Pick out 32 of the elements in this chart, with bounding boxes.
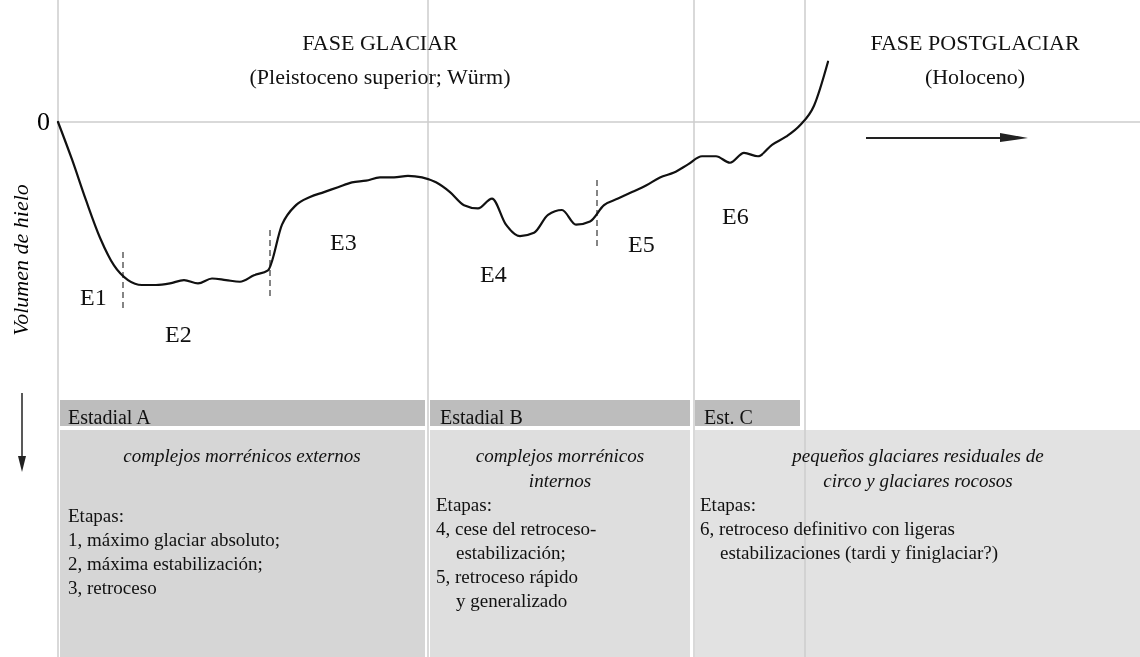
text: y generalizado [456, 590, 568, 611]
text: Est. C [704, 406, 753, 428]
text: complejos morrénicos externos [123, 445, 361, 466]
text: Etapas: [68, 505, 124, 526]
text: FASE POSTGLACIAR [870, 30, 1080, 55]
y-axis-title: Volumen de hielo [8, 184, 33, 336]
text: 1, máximo glaciar absoluto; [68, 529, 281, 550]
text: estabilización; [456, 542, 566, 563]
text: Etapas: [436, 494, 492, 515]
text: 2, máxima estabilización; [68, 553, 263, 574]
text: E2 [165, 321, 192, 347]
text: pequeños glaciares residuales de [790, 445, 1044, 466]
text: (Holoceno) [924, 64, 1026, 89]
annotation: E1 [80, 284, 107, 310]
text: 5, retroceso rápido [436, 566, 578, 587]
ref-line-label: 0 [37, 107, 50, 136]
text: 4, cese del retroceso- [436, 518, 597, 539]
text: 6, retroceso definitivo con ligeras [700, 518, 955, 539]
text: internos [528, 470, 592, 491]
text: Estadial A [68, 406, 152, 428]
annotation: E6 [722, 203, 749, 229]
annotation: (Pleistoceno superior; Würm) [249, 64, 511, 89]
text: estabilizaciones (tardi y finiglaciar?) [720, 542, 999, 564]
text: 3, retroceso [68, 577, 157, 598]
annotation: E4 [480, 261, 507, 287]
text: circo y glaciares rocosos [823, 470, 1013, 491]
text: complejos morrénicos [475, 445, 645, 466]
annotation: E5 [628, 231, 655, 257]
text: Estadial B [440, 406, 523, 428]
text: FASE GLACIAR [302, 30, 459, 55]
text: Etapas: [700, 494, 756, 515]
annotation: E3 [330, 229, 357, 255]
